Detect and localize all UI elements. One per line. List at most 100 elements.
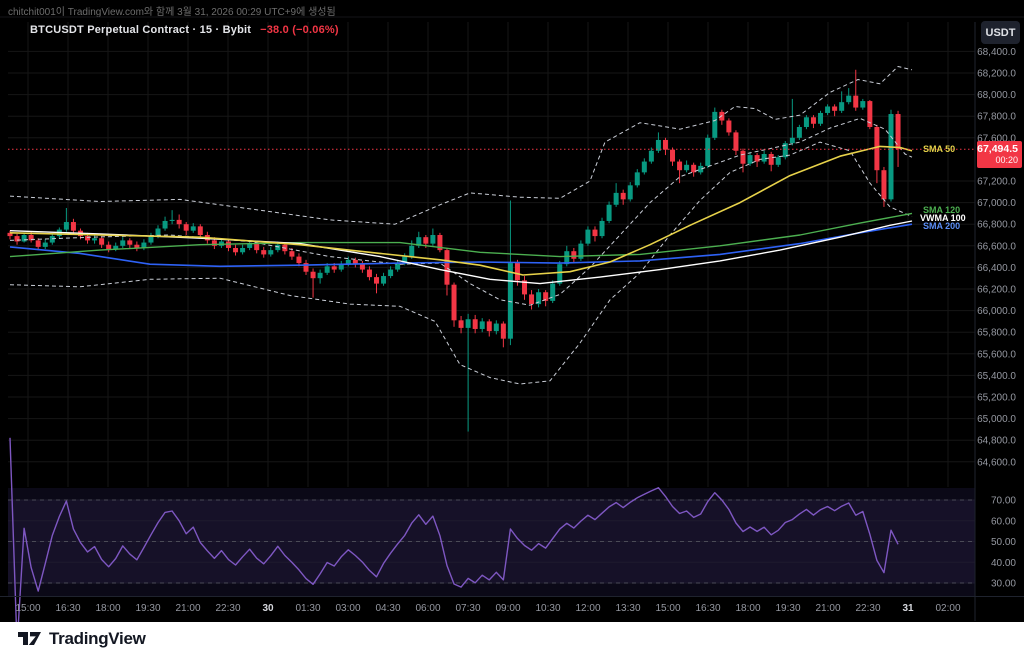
candle-body bbox=[444, 250, 450, 285]
footer-bar: TradingView bbox=[0, 622, 1024, 656]
candle-body bbox=[507, 263, 513, 339]
price-axis-label: 68,400.0 bbox=[977, 47, 1016, 58]
price-axis-label: 68,200.0 bbox=[977, 69, 1016, 80]
time-axis-label: 06:00 bbox=[415, 603, 440, 614]
price-axis-label: 67,800.0 bbox=[977, 112, 1016, 123]
candle-body bbox=[860, 101, 866, 108]
candle-body bbox=[233, 247, 239, 253]
candle-body bbox=[359, 264, 365, 270]
chart-canvas[interactable]: 68,400.0 68,200.0 68,000.0 67,800.0 67,600.0… bbox=[0, 0, 1024, 622]
candle-body bbox=[63, 222, 69, 230]
candle-body bbox=[381, 276, 387, 284]
time-axis-label: 12:00 bbox=[575, 603, 600, 614]
bollinger-upper-band bbox=[9, 66, 913, 225]
sma120-label: SMA 120 bbox=[923, 205, 961, 215]
candle-body bbox=[867, 101, 873, 127]
last-price-label: 67,494.5 00:20 bbox=[977, 141, 1022, 168]
time-axis-label: 16:30 bbox=[55, 603, 80, 614]
candle-body bbox=[240, 247, 246, 253]
time-axis-label: 30 bbox=[262, 603, 274, 614]
candle-body bbox=[261, 250, 267, 255]
sma50-line bbox=[9, 145, 913, 276]
candle-body bbox=[557, 264, 563, 284]
candle-body bbox=[472, 319, 478, 329]
time-axis-label: 21:00 bbox=[815, 603, 840, 614]
candle-body bbox=[578, 243, 584, 259]
candle-body bbox=[514, 263, 520, 281]
candle-body bbox=[613, 192, 619, 205]
time-axis-label: 13:30 bbox=[615, 603, 640, 614]
candle-body bbox=[451, 284, 457, 321]
time-axis-label: 01:30 bbox=[295, 603, 320, 614]
candle-body bbox=[479, 321, 485, 329]
candle-body bbox=[14, 236, 20, 242]
price-axis-label: 65,200.0 bbox=[977, 393, 1016, 404]
candle-body bbox=[289, 251, 295, 257]
candle-body bbox=[345, 259, 351, 265]
candle-body bbox=[782, 143, 788, 158]
bollinger-lower-band bbox=[9, 141, 913, 385]
candle-body bbox=[423, 237, 429, 244]
candle-body bbox=[141, 242, 147, 248]
candle-body bbox=[655, 139, 661, 151]
rsi-axis-label: 60.00 bbox=[991, 516, 1016, 527]
candle-body bbox=[712, 111, 718, 138]
candle-body bbox=[606, 204, 612, 221]
bollinger-basis-line bbox=[9, 117, 913, 306]
time-axis-label: 10:30 bbox=[535, 603, 560, 614]
candle-body bbox=[641, 161, 647, 173]
candle-body bbox=[49, 236, 55, 243]
candle-body bbox=[402, 256, 408, 264]
tradingview-logo[interactable]: TradingView bbox=[17, 629, 146, 649]
time-axis-label: 03:00 bbox=[335, 603, 360, 614]
price-axis-label: 67,000.0 bbox=[977, 198, 1016, 209]
rsi-axis-label: 70.00 bbox=[991, 496, 1016, 507]
price-axis-label: 64,800.0 bbox=[977, 436, 1016, 447]
time-axis-label: 02:00 bbox=[935, 603, 960, 614]
candle-body bbox=[176, 219, 182, 225]
candle-body bbox=[881, 170, 887, 200]
candle-body bbox=[775, 157, 781, 165]
candle-body bbox=[430, 235, 436, 244]
candle-body bbox=[120, 240, 126, 246]
candle-body bbox=[796, 127, 802, 138]
currency-toggle-button[interactable]: USDT bbox=[981, 21, 1020, 44]
candle-body bbox=[662, 139, 668, 150]
time-axis-label: 19:30 bbox=[135, 603, 160, 614]
sma200-line bbox=[9, 223, 913, 268]
candle-body bbox=[853, 95, 859, 108]
candle-body bbox=[733, 132, 739, 151]
candle-body bbox=[296, 256, 302, 264]
candle-body bbox=[416, 237, 422, 246]
candle-body bbox=[592, 229, 598, 237]
price-axis-label: 65,600.0 bbox=[977, 349, 1016, 360]
time-axis-label: 18:00 bbox=[95, 603, 120, 614]
candle-body bbox=[768, 154, 774, 165]
candle-body bbox=[190, 226, 196, 231]
vwma100-label: VWMA 100 bbox=[920, 213, 966, 223]
candle-body bbox=[846, 95, 852, 103]
candle-body bbox=[70, 222, 76, 231]
candle-body bbox=[571, 251, 577, 259]
price-axis-label: 66,200.0 bbox=[977, 285, 1016, 296]
candle-body bbox=[85, 236, 91, 241]
candle-body bbox=[522, 280, 528, 295]
candle-body bbox=[761, 154, 767, 162]
candle-body bbox=[275, 244, 281, 251]
candle-body bbox=[106, 244, 112, 250]
candle-body bbox=[338, 264, 344, 270]
candle-body bbox=[500, 323, 506, 339]
candle-body bbox=[409, 245, 415, 257]
candle-body bbox=[493, 323, 499, 332]
symbol-title[interactable]: BTCUSDT Perpetual Contract · 15 · Bybit bbox=[30, 24, 252, 36]
candle-body bbox=[331, 266, 337, 270]
candle-body bbox=[148, 236, 154, 243]
candle-body bbox=[620, 192, 626, 200]
candle-body bbox=[28, 235, 34, 241]
candle-body bbox=[42, 242, 48, 247]
candle-body bbox=[134, 244, 140, 248]
candle-body bbox=[726, 120, 732, 133]
candle-body bbox=[648, 150, 654, 162]
price-axis-label: 64,600.0 bbox=[977, 457, 1016, 468]
